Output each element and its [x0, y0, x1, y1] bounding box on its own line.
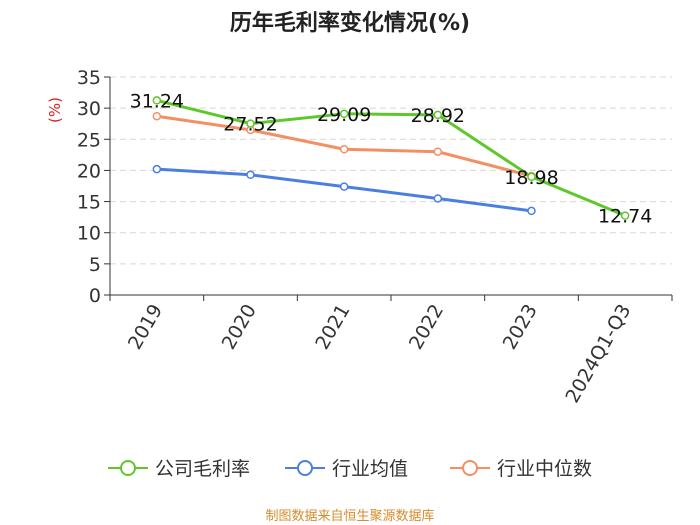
data-point — [620, 211, 630, 220]
data-label: 18.98 — [504, 167, 558, 189]
series-2 — [152, 164, 536, 216]
data-point — [152, 164, 162, 174]
y-tick-label: 5 — [89, 254, 101, 276]
legend-label: 行业中位数 — [497, 458, 592, 480]
x-tick-label: 2020 — [218, 301, 261, 354]
x-tick-label: 2024Q1-Q3 — [561, 301, 635, 407]
x-tick-label: 2023 — [499, 301, 542, 354]
chart-title: 历年毛利率变化情况(%) — [230, 10, 470, 36]
legend-item-1[interactable]: 公司毛利率 — [108, 458, 250, 480]
legend-label: 行业均值 — [332, 458, 408, 480]
y-axis-label: (%) — [46, 97, 64, 123]
data-point — [433, 147, 443, 156]
data-point — [339, 145, 349, 154]
data-point — [246, 170, 255, 180]
gridlines — [110, 76, 672, 265]
series-1: 31.24 27.52 29.09 28.92 18.98 12.74 — [130, 90, 653, 227]
data-point — [527, 206, 536, 216]
data-label: 28.92 — [411, 105, 465, 127]
data-point — [152, 111, 162, 121]
x-tick-label: 2019 — [124, 301, 167, 354]
data-label: 27.52 — [223, 114, 277, 136]
y-tick-label: 15 — [77, 192, 101, 214]
y-tick-label: 35 — [77, 67, 101, 89]
y-tick-label: 25 — [77, 129, 101, 151]
data-label: 29.09 — [317, 104, 371, 126]
series-line — [156, 98, 626, 218]
data-point — [339, 182, 349, 191]
data-label: 12.74 — [598, 206, 652, 228]
y-tick-label: 30 — [77, 98, 101, 120]
x-tick-label: 2022 — [405, 301, 448, 354]
data-point — [152, 96, 162, 105]
source-note: 制图数据来自恒生聚源数据库 — [265, 508, 434, 524]
legend[interactable]: 公司毛利率 行业均值 行业中位数 — [108, 458, 592, 480]
legend-item-3[interactable]: 行业中位数 — [450, 458, 592, 480]
legend-item-2[interactable]: 行业均值 — [285, 458, 408, 480]
data-label: 31.24 — [130, 90, 184, 112]
x-tick-label: 2021 — [311, 301, 354, 354]
legend-marker — [120, 460, 136, 476]
series-layer: 31.24 27.52 29.09 28.92 18.98 12.74 — [130, 90, 653, 227]
legend-marker — [462, 460, 478, 476]
y-tick-label: 0 — [89, 285, 101, 307]
data-point — [246, 119, 255, 128]
data-point — [339, 109, 349, 119]
legend-label: 公司毛利率 — [155, 458, 250, 480]
legend-marker — [297, 460, 313, 476]
y-tick-label: 10 — [77, 223, 101, 245]
y-tick-label: 20 — [77, 160, 101, 182]
data-point — [433, 110, 443, 120]
data-point — [433, 194, 443, 203]
data-point — [527, 172, 536, 182]
